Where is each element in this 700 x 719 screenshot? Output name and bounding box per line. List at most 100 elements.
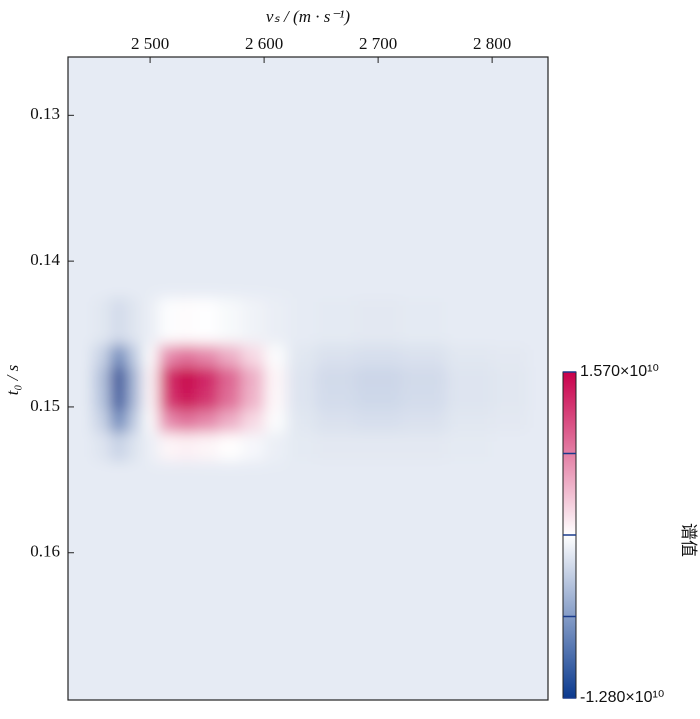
- heatmap-cell: [218, 173, 242, 299]
- y-axis-label: t₀ / s: [3, 364, 22, 395]
- heatmap-cell: [286, 410, 316, 433]
- heatmap-cell: [141, 366, 160, 390]
- heatmap-cell: [446, 432, 493, 463]
- heatmap-cell: [264, 388, 288, 412]
- heatmap-cell: [93, 57, 112, 175]
- heatmap-cell: [446, 297, 493, 346]
- heatmap-cell: [355, 410, 402, 433]
- heatmap-cell: [93, 432, 112, 463]
- plot-frame: [67, 56, 549, 701]
- heatmap-cell: [529, 432, 548, 463]
- heatmap-cell: [68, 366, 94, 390]
- heatmap-cell: [196, 410, 219, 433]
- heatmap-cell: [176, 297, 197, 346]
- heatmap-cell: [286, 173, 316, 299]
- y-tick-label: 0.16: [30, 542, 60, 561]
- x-axis-label: vₛ / (m · s⁻¹): [266, 7, 350, 26]
- heatmap-cell: [264, 432, 288, 463]
- heatmap-cell: [176, 57, 197, 175]
- heatmap-cell: [286, 552, 316, 700]
- heatmap-cell: [111, 388, 127, 412]
- heatmap-cell: [218, 57, 242, 175]
- x-tick-label: 2 800: [473, 34, 511, 53]
- heatmap-cell: [125, 410, 143, 433]
- heatmap-cell: [176, 366, 197, 390]
- heatmap-cell: [315, 366, 356, 390]
- heatmap-cell: [492, 461, 530, 554]
- heatmap-cell: [315, 552, 356, 700]
- heatmap-cell: [241, 366, 265, 390]
- heatmap-clip: [68, 57, 548, 700]
- heatmap-cell: [218, 461, 242, 554]
- heatmap-cell: [196, 57, 219, 175]
- heatmap-cell: [355, 388, 402, 412]
- heatmap-cell: [264, 366, 288, 390]
- x-tick-label: 2 600: [245, 34, 283, 53]
- heatmap-cell: [68, 461, 94, 554]
- heatmap-cell: [176, 173, 197, 299]
- heatmap-cell: [529, 410, 548, 433]
- heatmap-cell: [315, 57, 356, 175]
- heatmap-cell: [218, 388, 242, 412]
- heatmap-cell: [68, 297, 94, 346]
- heatmap-cell: [241, 552, 265, 700]
- heatmap-cell: [286, 344, 316, 368]
- heatmap-cell: [111, 297, 127, 346]
- heatmap-cell: [196, 173, 219, 299]
- heatmap-cell: [241, 461, 265, 554]
- heatmap-cell: [315, 461, 356, 554]
- heatmap-cell: [492, 388, 530, 412]
- heatmap-cell: [141, 173, 160, 299]
- heatmap-cell: [158, 388, 177, 412]
- heatmap-cell: [176, 552, 197, 700]
- x-tick-label: 2 500: [131, 34, 169, 53]
- heatmap-cell: [492, 344, 530, 368]
- heatmap-cell: [315, 432, 356, 463]
- heatmap-cell: [492, 173, 530, 299]
- heatmap-cell: [355, 344, 402, 368]
- heatmap-cell: [93, 388, 112, 412]
- heatmap-cell: [125, 344, 143, 368]
- heatmap-cell: [218, 410, 242, 433]
- heatmap-cell: [141, 461, 160, 554]
- heatmap-cell: [529, 173, 548, 299]
- heatmap-cell: [355, 57, 402, 175]
- heatmap-cell: [158, 57, 177, 175]
- heatmap-cell: [241, 344, 265, 368]
- heatmap-cell: [446, 173, 493, 299]
- heatmap-cell: [111, 552, 127, 700]
- heatmap-cell: [158, 366, 177, 390]
- heatmap: [68, 57, 548, 700]
- heatmap-cell: [400, 410, 448, 433]
- heatmap-cell: [492, 366, 530, 390]
- heatmap-cell: [264, 57, 288, 175]
- heatmap-cell: [355, 173, 402, 299]
- heatmap-cell: [141, 388, 160, 412]
- heatmap-cell: [400, 432, 448, 463]
- heatmap-cell: [125, 552, 143, 700]
- heatmap-cell: [355, 366, 402, 390]
- heatmap-cell: [264, 297, 288, 346]
- heatmap-cell: [141, 57, 160, 175]
- heatmap-cell: [218, 366, 242, 390]
- heatmap-cell: [529, 366, 548, 390]
- heatmap-cell: [93, 552, 112, 700]
- heatmap-cell: [355, 432, 402, 463]
- heatmap-cell: [529, 344, 548, 368]
- heatmap-cell: [218, 297, 242, 346]
- heatmap-cell: [68, 173, 94, 299]
- heatmap-cell: [529, 57, 548, 175]
- heatmap-cell: [93, 461, 112, 554]
- heatmap-cell: [111, 344, 127, 368]
- heatmap-cell: [158, 461, 177, 554]
- heatmap-cell: [529, 388, 548, 412]
- heatmap-cell: [264, 552, 288, 700]
- heatmap-cell: [158, 552, 177, 700]
- heatmap-cell: [492, 432, 530, 463]
- heatmap-cell: [218, 432, 242, 463]
- heatmap-cell: [241, 173, 265, 299]
- heatmap-cell: [446, 366, 493, 390]
- heatmap-cell: [68, 57, 94, 175]
- heatmap-cell: [176, 432, 197, 463]
- heatmap-cell: [529, 297, 548, 346]
